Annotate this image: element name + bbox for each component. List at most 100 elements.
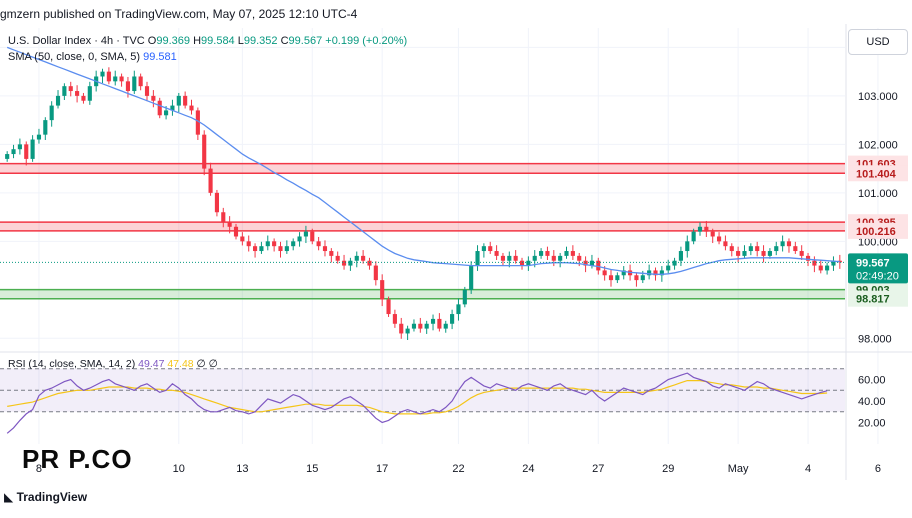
candle	[310, 228, 315, 245]
candle-body	[164, 110, 169, 116]
candle	[189, 99, 194, 115]
tradingview-footer[interactable]: ◣ TradingView	[4, 490, 87, 504]
candle-body	[272, 241, 277, 247]
candle	[685, 235, 690, 258]
candle-body	[195, 110, 200, 135]
candle-body	[386, 299, 391, 315]
candle-body	[380, 280, 385, 300]
price-tick-label: 102.000	[858, 139, 898, 151]
candle-body	[17, 144, 22, 150]
candle	[43, 117, 48, 140]
candle-body	[348, 260, 353, 266]
time-tick-label: 13	[236, 463, 248, 475]
candle-body	[818, 265, 823, 271]
candle-body	[475, 251, 480, 266]
candle	[691, 228, 696, 245]
candle	[227, 216, 232, 234]
main-legend: U.S. Dollar Index · 4h · TVC O99.369 H99…	[8, 33, 407, 65]
candle-body	[488, 246, 493, 252]
candle-body	[202, 134, 207, 169]
rsi-legend-label[interactable]: RSI (14, close, SMA, 14, 2)	[8, 358, 136, 370]
price-tick-label: 100.000	[858, 236, 898, 248]
time-tick-label: 27	[592, 463, 604, 475]
rsi-sma-line	[7, 380, 828, 415]
ohlc-legend-row: U.S. Dollar Index · 4h · TVC O99.369 H99…	[8, 33, 407, 49]
time-axis[interactable]: 8 10 13 15 17 22 24 27 29 May 4 6	[36, 463, 881, 475]
price-label: 101.404	[856, 168, 897, 180]
candle-body	[615, 275, 620, 281]
currency-selector[interactable]: USD	[848, 29, 908, 55]
candle	[697, 222, 703, 236]
candle-body	[704, 226, 709, 232]
candle-body	[551, 255, 556, 261]
candle	[742, 245, 747, 259]
candle	[767, 248, 772, 259]
candle	[157, 97, 162, 119]
candle-body	[519, 260, 525, 266]
candle	[81, 92, 86, 104]
candle	[284, 240, 289, 254]
candle-body	[227, 221, 232, 227]
resistance-zone	[0, 163, 845, 174]
time-tick-label: 29	[662, 463, 674, 475]
candle-body	[666, 265, 671, 271]
price-label: 100.216	[856, 226, 896, 238]
candle	[380, 274, 385, 307]
candle	[329, 248, 334, 263]
prop-co-logo-text: PR P.CO	[22, 444, 133, 474]
price-axis[interactable]: 98.00099.000100.000101.000102.000103.000…	[845, 24, 908, 480]
candle	[634, 272, 639, 287]
candle-body	[456, 304, 461, 315]
candle	[672, 257, 677, 270]
candle	[119, 73, 124, 87]
candle-body	[138, 76, 143, 87]
candle-body	[265, 241, 270, 247]
candle	[519, 257, 525, 270]
candle-body	[399, 323, 404, 334]
support-resistance-zones	[0, 162, 845, 300]
candle	[812, 256, 817, 273]
high-value: 99.584	[201, 35, 235, 47]
candle	[138, 73, 143, 91]
candle	[291, 238, 296, 251]
candle	[30, 135, 35, 162]
candle-body	[564, 251, 569, 256]
rsi-extra: ∅ ∅	[196, 358, 218, 370]
close-label: C	[280, 35, 289, 47]
time-tick-label: 15	[306, 463, 318, 475]
candle	[214, 189, 219, 217]
candle-body	[685, 241, 690, 252]
candle-body	[500, 255, 506, 261]
sma-legend-label[interactable]: SMA (50, close, 0, SMA, 5)	[8, 51, 141, 63]
candle	[545, 246, 550, 260]
candle	[354, 251, 359, 268]
candle-body	[462, 289, 467, 305]
countdown-label: 02:49:20	[856, 270, 899, 282]
candle	[526, 256, 531, 271]
candle-body	[767, 251, 772, 256]
candle-body	[799, 251, 804, 256]
candle-body	[81, 95, 86, 101]
candle-body	[49, 105, 54, 121]
rsi-pane: 20.00 40.00 60.00	[0, 351, 912, 434]
candle	[208, 162, 213, 196]
symbol-title[interactable]: U.S. Dollar Index · 4h · TVC	[8, 35, 145, 47]
candle	[481, 243, 486, 258]
candle-body	[373, 265, 378, 281]
candle-body	[208, 168, 213, 193]
candle-body	[507, 255, 512, 261]
time-tick-label: 8	[36, 463, 42, 475]
candle	[469, 261, 474, 294]
candle-body	[5, 154, 10, 159]
candle	[513, 250, 518, 264]
price-label-bg	[848, 165, 908, 182]
candle	[392, 309, 397, 328]
candle	[87, 81, 92, 105]
candle	[49, 101, 54, 127]
candle	[341, 254, 347, 270]
candle-body	[748, 246, 753, 252]
candle	[418, 317, 423, 333]
candle-body	[144, 86, 150, 96]
candle-body	[367, 260, 372, 266]
